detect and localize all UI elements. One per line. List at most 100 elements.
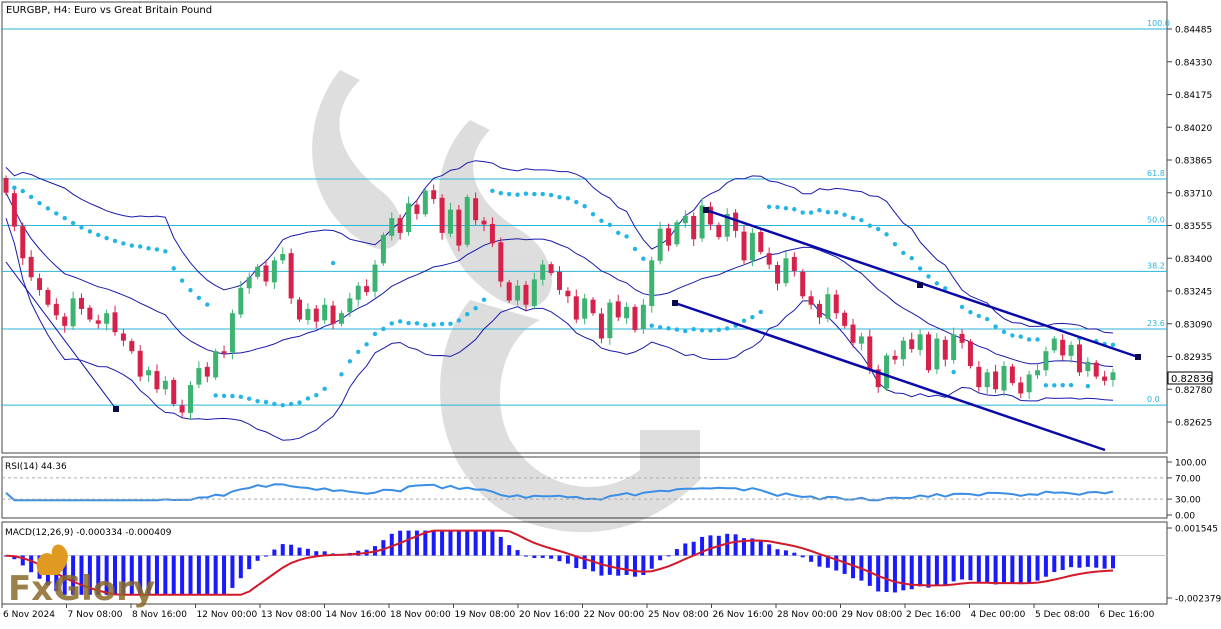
candle-bear xyxy=(993,371,999,390)
candle-bull xyxy=(162,380,168,390)
candle-bull xyxy=(347,298,353,313)
macd-bar xyxy=(658,555,663,561)
candle-bear xyxy=(842,312,848,326)
candle-bull xyxy=(624,306,630,319)
sar-dot xyxy=(28,194,34,200)
candle-bull xyxy=(447,209,453,234)
candle-bull xyxy=(322,304,328,321)
macd-bar xyxy=(800,555,805,558)
price-tick-label: 0.84175 xyxy=(1175,91,1212,101)
sar-dot xyxy=(548,192,554,198)
candle-bear xyxy=(11,193,17,227)
sar-dot xyxy=(590,211,596,217)
sar-dot xyxy=(356,349,361,355)
sar-dot xyxy=(372,331,378,337)
macd-bar xyxy=(809,555,814,562)
sar-dot xyxy=(758,309,763,315)
macd-bar xyxy=(1035,555,1040,581)
macd-bar xyxy=(876,555,881,592)
sar-dot xyxy=(171,266,176,271)
sar-dot xyxy=(607,222,613,228)
macd-bar xyxy=(725,533,730,556)
candle-bull xyxy=(389,218,395,236)
macd-bar xyxy=(851,555,856,579)
price-tick-label: 0.84330 xyxy=(1175,58,1212,68)
sar-dot xyxy=(725,326,730,331)
sar-dot xyxy=(247,396,252,401)
macd-bar xyxy=(649,555,654,569)
macd-bar xyxy=(121,555,126,595)
sar-dot xyxy=(557,194,562,200)
macd-bar xyxy=(792,552,797,556)
candle-bull xyxy=(917,334,923,350)
channel-anchor-point xyxy=(703,207,709,213)
macd-bar xyxy=(389,533,394,556)
sar-dot xyxy=(649,323,654,328)
sar-dot xyxy=(179,278,185,283)
rsi-series xyxy=(5,483,1114,502)
candle-bear xyxy=(288,253,294,299)
sar-dot xyxy=(834,210,839,215)
sar-dot xyxy=(45,206,51,211)
macd-bar xyxy=(523,555,528,557)
sar-dot xyxy=(481,297,487,302)
candle-bull xyxy=(406,203,412,233)
candle-bear xyxy=(154,371,160,390)
candle-bull xyxy=(255,266,261,277)
sar-dot xyxy=(397,319,403,324)
sar-dot xyxy=(582,203,587,209)
channel-anchor-point xyxy=(113,406,119,412)
macd-bar xyxy=(440,530,445,556)
macd-bar xyxy=(901,555,906,591)
sar-dot xyxy=(574,199,579,205)
candle-bull xyxy=(1035,370,1041,376)
fib-level-label: 100.0 xyxy=(1147,19,1170,28)
sar-dot xyxy=(431,322,436,327)
trend-channel xyxy=(5,207,1141,452)
sar-dot xyxy=(901,250,906,256)
sar-dot xyxy=(624,234,629,239)
rsi-panel xyxy=(1,456,1168,519)
candle-bear xyxy=(1102,376,1108,381)
candle-bull xyxy=(338,313,344,324)
macd-histogram xyxy=(2,529,1167,596)
sar-dot xyxy=(934,281,940,286)
candle-bull xyxy=(951,334,957,361)
sar-dot xyxy=(917,266,923,271)
sar-dot xyxy=(154,247,160,252)
candle-bull xyxy=(372,264,378,292)
parabolic-sar xyxy=(12,185,1116,408)
sar-dot xyxy=(1060,382,1065,388)
macd-bar xyxy=(322,551,327,556)
sar-dot xyxy=(213,393,218,398)
sar-dot xyxy=(1085,383,1091,389)
macd-bar xyxy=(1060,555,1065,571)
sar-dot xyxy=(666,326,671,331)
candle-bear xyxy=(20,226,26,259)
macd-bar xyxy=(297,547,302,556)
rsi-label: RSI(14) 44.36 xyxy=(5,462,67,472)
sar-dot xyxy=(616,230,621,236)
macd-bar xyxy=(985,555,990,583)
candle-bear xyxy=(3,177,9,193)
sar-dot xyxy=(1001,329,1007,335)
rsi-axis: 100.00 70.00 30.00 0.00 xyxy=(2,459,1207,522)
macd-bar xyxy=(574,555,579,569)
macd-bar xyxy=(750,538,755,556)
macd-bar xyxy=(532,555,537,559)
candle-bear xyxy=(892,355,898,360)
sar-dot xyxy=(1035,337,1040,342)
sar-dot xyxy=(859,217,864,223)
sar-dot xyxy=(381,326,386,332)
macd-bar xyxy=(960,555,965,580)
macd-bar xyxy=(825,555,830,568)
candle-bear xyxy=(45,289,51,305)
time-tick-label: 18 Nov 00:00 xyxy=(390,610,451,620)
candle-bear xyxy=(909,339,915,350)
candle-bear xyxy=(976,366,982,388)
fib-level-label: 50.0 xyxy=(1147,216,1165,225)
candle-bull xyxy=(699,205,705,239)
macd-bar xyxy=(691,541,696,556)
candle-bull xyxy=(540,264,546,280)
